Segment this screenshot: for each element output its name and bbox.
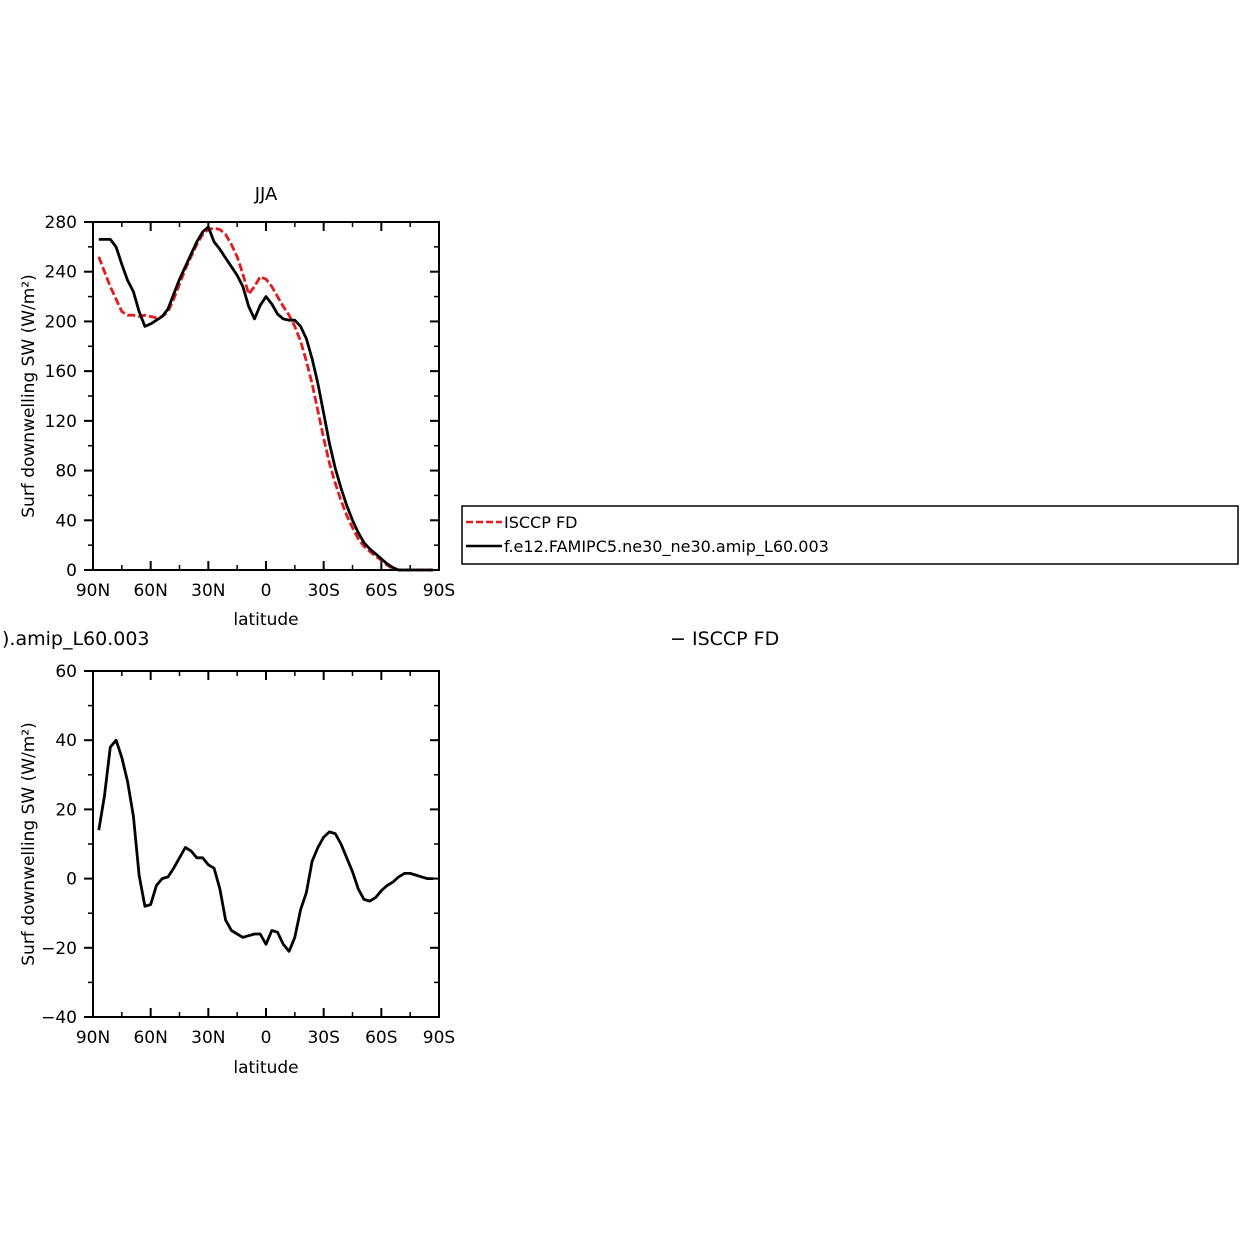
bottom-x-axis-label: latitude: [233, 1058, 298, 1078]
series-line-isccp-fd: [97, 226, 434, 572]
y-tick-label: 120: [45, 412, 77, 432]
x-tick-label: 60S: [365, 1028, 397, 1048]
top-panel-jja: JJA 90N 60N 30N 0 30S 60S 90S 0 40 80 120 160 200 240…: [19, 184, 455, 630]
y-tick-label: 160: [45, 362, 77, 382]
x-tick-label: 30N: [191, 581, 225, 601]
x-tick-label: 0: [261, 581, 272, 601]
top-series-lines: [97, 225, 434, 572]
x-tick-label: 30S: [307, 581, 339, 601]
x-tick-label: 60N: [133, 581, 167, 601]
legend-label-model: f.e12.FAMIPC5.ne30_ne30.amip_L60.003: [504, 537, 829, 557]
bottom-panel-difference: ).amip_L60.003 − ISCCP FD 90N 60N 30N 0 30S 6…: [2, 628, 779, 1078]
series-line-difference: [97, 738, 434, 953]
y-tick-label: 200: [45, 312, 77, 332]
y-tick-label: 280: [45, 213, 77, 233]
y-tick-label: −40: [41, 1008, 77, 1028]
bottom-chart-title-left: ).amip_L60.003: [2, 628, 150, 650]
legend-label-isccp: ISCCP FD: [504, 513, 577, 532]
top-x-axis-label: latitude: [233, 610, 298, 630]
top-plot-frame: [92, 221, 440, 571]
legend-box: [461, 505, 1239, 565]
y-tick-label: 80: [55, 462, 77, 482]
y-tick-label: 0: [66, 561, 77, 581]
y-tick-label: 0: [66, 870, 77, 890]
bottom-chart-title-right: − ISCCP FD: [670, 628, 779, 650]
x-tick-label: 30S: [307, 1028, 339, 1048]
top-axes: 90N 60N 30N 0 30S 60S 90S 0 40 80 120 160 200 240 280: [45, 213, 456, 601]
bottom-plot-frame: [92, 670, 440, 1018]
y-tick-label: 20: [55, 800, 77, 820]
x-tick-label: 30N: [191, 1028, 225, 1048]
x-tick-label: 90S: [423, 1028, 455, 1048]
x-tick-label: 90N: [76, 581, 110, 601]
bottom-y-axis-label: Surf downwelling SW (W/m²): [19, 722, 39, 966]
x-tick-label: 0: [261, 1028, 272, 1048]
x-tick-label: 90S: [423, 581, 455, 601]
bottom-series-lines: [97, 738, 434, 953]
y-tick-label: 40: [55, 731, 77, 751]
y-tick-label: −20: [41, 939, 77, 959]
y-tick-label: 40: [55, 511, 77, 531]
y-tick-label: 240: [45, 263, 77, 283]
bottom-axes: 90N 60N 30N 0 30S 60S 90S −40 −20 0 20 40 60: [41, 662, 455, 1048]
x-tick-label: 60S: [365, 581, 397, 601]
x-tick-label: 90N: [76, 1028, 110, 1048]
y-tick-label: 60: [55, 662, 77, 682]
top-y-axis-label: Surf downwelling SW (W/m²): [19, 274, 39, 518]
series-line-f-e12-famipc5-ne30-ne30-amip-l60-003: [98, 225, 434, 572]
legend: ISCCP FD f.e12.FAMIPC5.ne30_ne30.amip_L6…: [461, 505, 1239, 565]
x-tick-label: 60N: [133, 1028, 167, 1048]
top-chart-title: JJA: [254, 184, 278, 205]
